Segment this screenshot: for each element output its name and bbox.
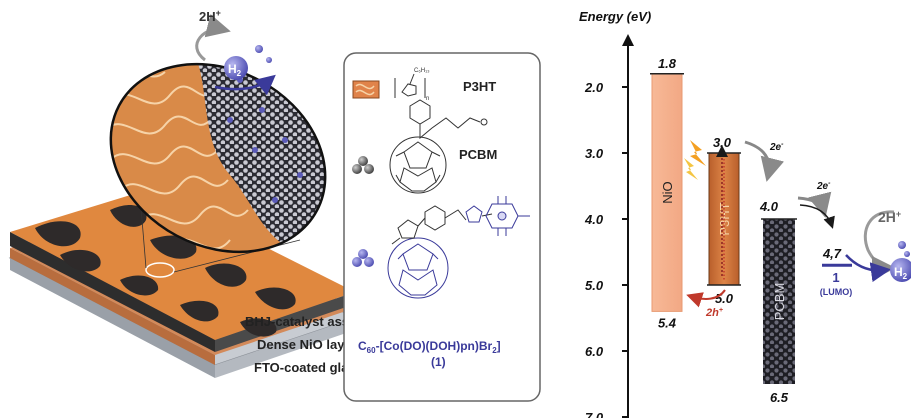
p3ht-band-top-label: 3.0 bbox=[713, 135, 732, 150]
left-h2-evolution: 2H+ H2 bbox=[195, 8, 276, 96]
p3ht-swatch bbox=[352, 80, 380, 99]
e-arrow-pcbm-cat bbox=[799, 204, 835, 229]
left-h2-ball bbox=[224, 56, 248, 80]
nio-band-bottom-label: 5.4 bbox=[658, 315, 677, 330]
zoom-spot bbox=[145, 262, 175, 278]
h-arrow bbox=[686, 289, 726, 308]
p3ht-band-bottom-label: 5.0 bbox=[715, 291, 734, 306]
device-stack bbox=[8, 109, 357, 378]
layer-label-nio: Dense NiO layer bbox=[257, 337, 357, 352]
energy-tick-label: 4.0 bbox=[584, 212, 604, 227]
energy-tick-label: 5.0 bbox=[585, 278, 604, 293]
energy-axis-title: Energy (eV) bbox=[579, 9, 651, 24]
h-label: 2h+ bbox=[705, 307, 723, 319]
energy-tick-label: 7.0 bbox=[585, 410, 604, 418]
energy-axis-arrowhead bbox=[622, 34, 634, 46]
catalyst-value-label: 4,7 bbox=[822, 246, 842, 261]
right-h2-evolution: 2H+ H2 bbox=[845, 209, 911, 283]
svg-text:n: n bbox=[426, 96, 429, 102]
e-label-1: 2e- bbox=[769, 141, 784, 153]
catalyst-structure bbox=[387, 196, 530, 299]
pcbm-domains bbox=[35, 205, 296, 337]
e-label-2: 2e- bbox=[816, 180, 831, 192]
left-2h-label: 2H+ bbox=[199, 8, 221, 24]
pcbm-band-name: PCBM bbox=[772, 283, 787, 321]
energy-tick-label: 3.0 bbox=[585, 146, 604, 161]
light-bolt-icon bbox=[690, 140, 706, 166]
pcbm-label: PCBM bbox=[459, 147, 497, 162]
catalyst-formula: C60-[Co(DO)(DOH)pn)Br2] bbox=[358, 339, 501, 355]
pcbm-band bbox=[763, 219, 795, 384]
left-h2-label: H2 bbox=[228, 62, 242, 78]
right-h2-ball bbox=[890, 258, 911, 282]
p3ht-label: P3HT bbox=[463, 79, 496, 94]
right-h2-label: H2 bbox=[894, 265, 908, 281]
svg-text:C₆H₁₃: C₆H₁₃ bbox=[414, 68, 430, 74]
pcbm-band-top-label: 4.0 bbox=[759, 199, 779, 214]
layer-label-fto: FTO-coated glass bbox=[254, 360, 363, 375]
pcbm-structure bbox=[389, 99, 488, 194]
pcbm-band-bottom-label: 6.5 bbox=[770, 390, 789, 405]
materials-legend: C₆H₁₃ n P3HT PCBM bbox=[343, 52, 541, 402]
e-arrow-p3ht-pcbm bbox=[744, 140, 784, 182]
electron-transfer-arrows: 2e- 2e- 2h+ bbox=[684, 140, 835, 319]
nio-band bbox=[651, 73, 683, 312]
catalyst-ball-icon bbox=[352, 249, 374, 267]
energy-diagram: Energy (eV) 2.0 3.0 4.0 5.0 6.0 7.0 1.8 5.4 NiO… bbox=[579, 9, 911, 418]
nio-band-name: NiO bbox=[660, 181, 675, 203]
energy-tick-label: 6.0 bbox=[585, 344, 604, 359]
p3ht-structure: C₆H₁₃ n bbox=[394, 68, 430, 102]
nio-band-top-label: 1.8 bbox=[658, 56, 677, 71]
catalyst-number: (1) bbox=[431, 355, 446, 369]
catalyst-lumo-label: (LUMO) bbox=[820, 287, 853, 297]
pcbm-ball-icon bbox=[352, 156, 374, 174]
energy-tick-label: 2.0 bbox=[584, 80, 604, 95]
right-2h-label: 2H+ bbox=[878, 209, 901, 225]
catalyst-name-label: 1 bbox=[832, 270, 839, 285]
